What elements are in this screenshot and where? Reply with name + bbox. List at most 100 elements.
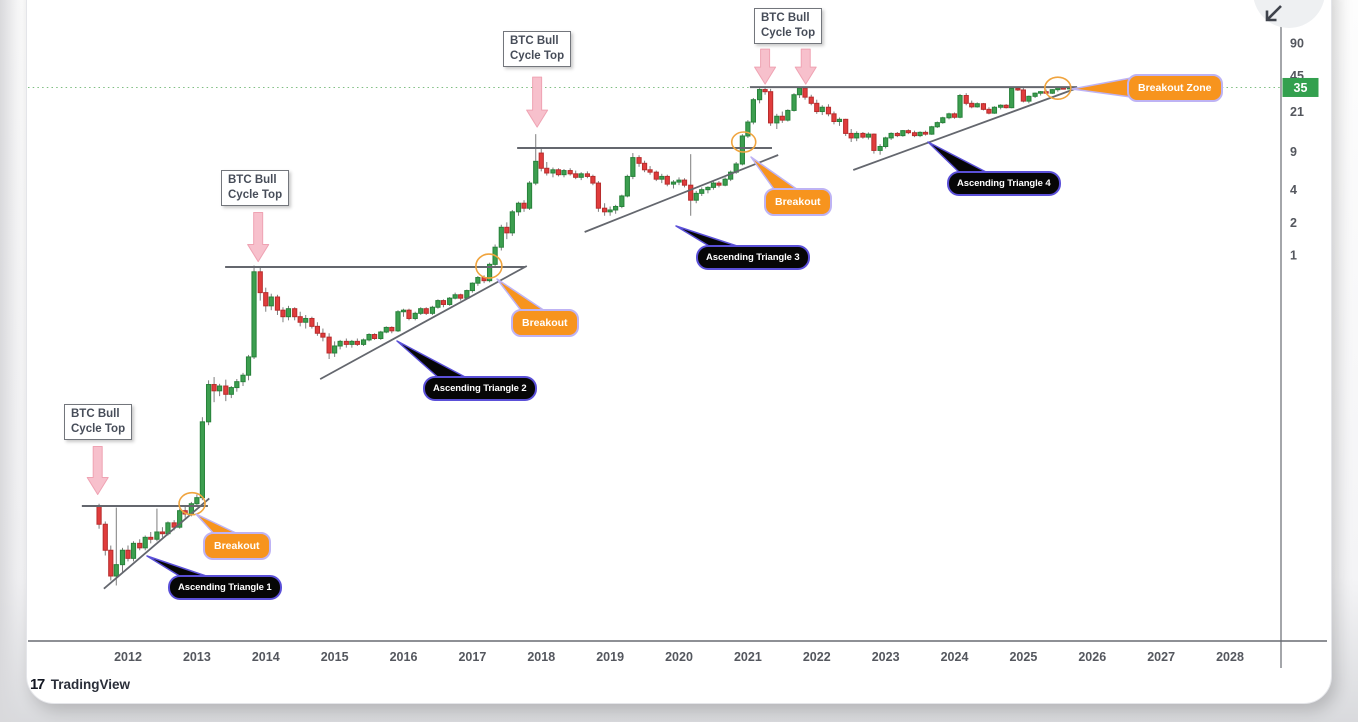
breakout-pill[interactable]: Breakout [764, 188, 832, 216]
x-tick-label: 2018 [527, 650, 555, 664]
candle-body [303, 317, 309, 323]
cycle-top-down-arrow[interactable] [526, 76, 549, 128]
candle-body [199, 421, 205, 499]
candle [354, 338, 360, 346]
candle [297, 311, 303, 327]
candle [664, 174, 670, 187]
candle-body [779, 115, 785, 121]
candle-body [745, 121, 751, 137]
candle [693, 190, 699, 204]
candle-body [1009, 87, 1015, 109]
candle-body [475, 277, 481, 284]
cycle-top-down-arrow[interactable] [247, 212, 270, 263]
x-tick-label: 2020 [665, 650, 693, 664]
candle [779, 111, 785, 123]
candle-body [808, 96, 814, 104]
candle-body [205, 384, 212, 423]
tradingview-brand-text: TradingView [50, 677, 130, 692]
candle-body [980, 103, 987, 110]
cycle-top-label[interactable]: BTC Bull Cycle Top [64, 404, 133, 441]
candle [653, 170, 659, 182]
trendline-support[interactable] [103, 497, 210, 590]
candle [728, 170, 734, 182]
tradingview-logo-icon: 17 [30, 676, 45, 693]
candle-body [544, 167, 550, 174]
breakout-pill[interactable]: Breakout Zone [1127, 74, 1223, 102]
breakout-circle-annotation[interactable] [1044, 76, 1072, 100]
ascending-triangle-pill[interactable]: Ascending Triangle 3 [696, 245, 810, 270]
ascending-triangle-pill[interactable]: Ascending Triangle 1 [168, 575, 282, 600]
candle [595, 181, 602, 212]
candle [228, 386, 234, 399]
candle-body [934, 122, 940, 128]
cycle-top-label[interactable]: BTC Bull Cycle Top [503, 31, 572, 68]
cycle-top-down-arrow[interactable] [86, 446, 109, 496]
current-price-badge-value: 35 [1294, 81, 1308, 95]
trendline-support[interactable] [319, 265, 528, 380]
candle-body [538, 152, 544, 169]
breakout-circle-annotation[interactable] [730, 131, 757, 153]
candle-body [395, 311, 401, 332]
candle-body [681, 179, 688, 186]
candle-body [285, 308, 292, 318]
trendline-support[interactable] [584, 154, 779, 233]
candle-body [871, 133, 877, 151]
y-tick-label: 4 [1290, 183, 1297, 197]
candle-body [716, 182, 722, 186]
cycle-top-down-arrow[interactable] [794, 48, 817, 85]
candle-body [154, 531, 160, 540]
candle [533, 134, 539, 186]
candle [848, 128, 854, 143]
candle-body [378, 331, 384, 339]
candle-body [440, 300, 447, 305]
trendline-support[interactable] [852, 87, 1078, 171]
breakout-circle-annotation[interactable] [475, 253, 503, 279]
candle-body [521, 202, 527, 209]
candle [314, 322, 321, 336]
cycle-top-label[interactable]: BTC Bull Cycle Top [221, 170, 290, 207]
y-tick-label: 9 [1290, 145, 1297, 159]
candle-body [389, 326, 395, 332]
candle-body [130, 542, 137, 559]
candle [303, 314, 309, 329]
candle [1020, 87, 1026, 103]
candle [1032, 92, 1038, 98]
tradingview-attribution[interactable]: 17 TradingView [30, 676, 130, 693]
candle-body [710, 182, 717, 188]
y-tick-label: 1 [1290, 249, 1297, 263]
candle [274, 294, 281, 315]
candle [883, 136, 889, 149]
candle-body [602, 207, 608, 213]
candle [205, 380, 212, 426]
candle [309, 316, 315, 329]
candle [240, 372, 246, 387]
candle-body [194, 497, 200, 505]
candle [211, 377, 217, 403]
cycle-top-down-arrow[interactable] [754, 48, 777, 85]
candle [630, 153, 636, 180]
candle-body [447, 297, 453, 305]
breakout-circle-annotation[interactable] [178, 491, 206, 516]
arrow-down-left-icon [1265, 5, 1282, 22]
candle [963, 93, 969, 106]
candle [613, 204, 619, 214]
candle-body [699, 189, 705, 194]
ascending-triangle-pill[interactable]: Ascending Triangle 4 [947, 171, 1061, 196]
candle-body [234, 381, 240, 389]
time-axis[interactable]: 2012 2013 2014 2015 2016 2017 2018 2019 2020 2021… [28, 640, 1327, 664]
candle [877, 144, 883, 155]
candle [251, 265, 257, 360]
candle-body [762, 89, 768, 93]
cycle-top-label[interactable]: BTC Bull Cycle Top [754, 8, 823, 45]
candle [567, 168, 573, 176]
breakout-pill[interactable]: Breakout [203, 532, 271, 560]
candle-body [722, 178, 728, 186]
candle-body [848, 132, 854, 139]
candle-body [1020, 89, 1026, 102]
candle [584, 171, 590, 179]
ascending-triangle-pill[interactable]: Ascending Triangle 2 [423, 376, 537, 401]
x-tick-label: 2017 [458, 650, 486, 664]
breakout-pill[interactable]: Breakout [511, 309, 579, 337]
